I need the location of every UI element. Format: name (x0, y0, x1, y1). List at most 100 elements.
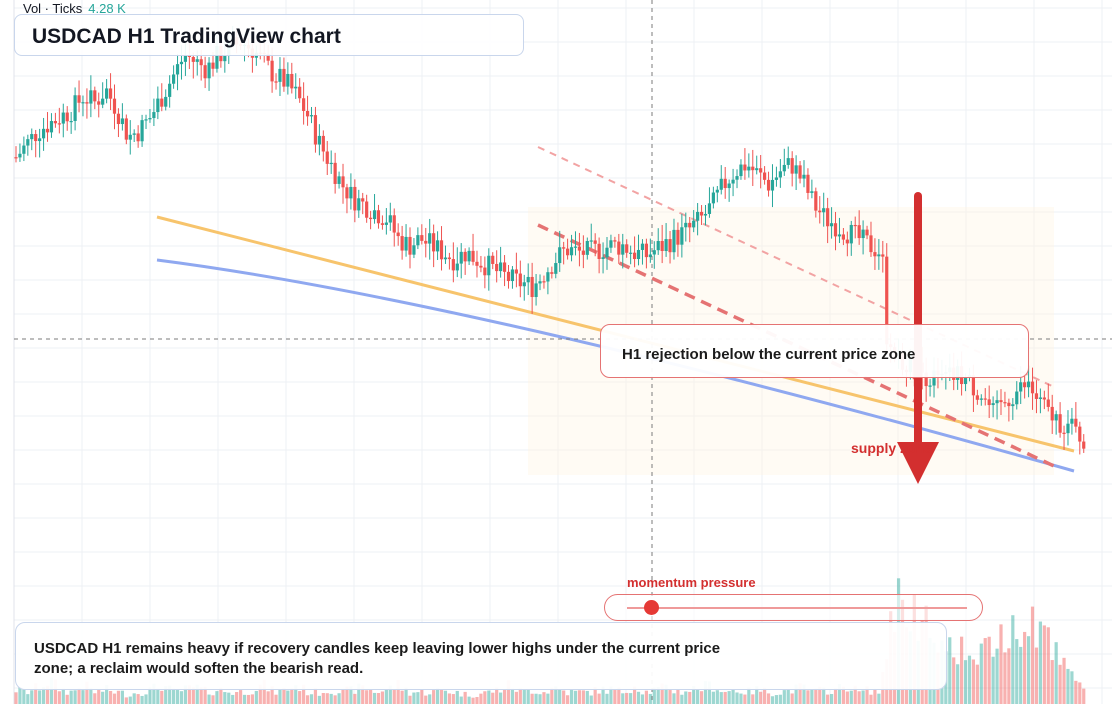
candle-body (81, 102, 85, 104)
candle-body (345, 187, 349, 199)
candle-body (707, 203, 712, 214)
candle-body (215, 45, 219, 69)
candle-body (963, 377, 968, 385)
volume-bar (266, 691, 270, 704)
candle-body (636, 249, 641, 260)
momentum-slider[interactable] (604, 594, 983, 621)
candle-body (865, 229, 869, 236)
channel-lower-line (537, 223, 1055, 468)
volume-bar (558, 689, 562, 704)
candle-body (357, 198, 361, 211)
volume-bar (1050, 660, 1054, 704)
candle-body (763, 172, 767, 180)
candle-body (526, 276, 530, 283)
volume-bar (763, 687, 767, 704)
candle-body (329, 162, 333, 165)
volume-bar (207, 694, 211, 704)
candle-body (514, 269, 518, 274)
candle-body (1030, 381, 1035, 394)
candle-body (1050, 406, 1054, 421)
volume-bar (203, 686, 207, 704)
volume-bar (26, 694, 30, 704)
candle-body (857, 225, 861, 239)
volume-bar (258, 684, 262, 704)
volume-bar (983, 638, 987, 704)
volume-bar (191, 687, 195, 704)
candle-body (30, 134, 34, 140)
candle-body (136, 133, 140, 142)
candle-body (1054, 414, 1058, 421)
momentum-knob[interactable] (643, 600, 659, 615)
volume-bar (1007, 648, 1011, 704)
candle-body (664, 239, 668, 252)
volume-bar (1003, 652, 1007, 704)
candle-body (475, 261, 479, 266)
candle-body (112, 98, 117, 114)
volume-bar (136, 694, 140, 704)
volume-bar (341, 688, 345, 704)
volume-bar (361, 685, 365, 704)
volume-bar (38, 690, 42, 704)
volume-bar (57, 691, 61, 704)
volume-bar (41, 687, 46, 704)
volume-label: Vol · Ticks (23, 1, 83, 16)
volume-bar (609, 686, 613, 704)
candle-body (987, 399, 991, 406)
volume-bar (365, 690, 369, 704)
volume-bar (676, 689, 680, 704)
volume-bar (1074, 680, 1078, 704)
volume-bar (349, 686, 353, 704)
volume-bar (526, 689, 530, 704)
volume-bar (108, 690, 113, 704)
volume-bar (562, 690, 566, 704)
candle-body (822, 208, 826, 213)
candle-body (211, 62, 215, 69)
volume-bar (810, 688, 814, 704)
candle-body (881, 254, 885, 257)
candle-body (975, 395, 979, 400)
candle-body (924, 372, 928, 387)
volume-bar (105, 684, 109, 704)
volume-bar (660, 683, 664, 704)
volume-bar (617, 687, 621, 704)
volume-bar (1015, 639, 1019, 704)
volume-bar (766, 693, 771, 704)
volume-bar (89, 688, 93, 704)
candle-body (191, 57, 195, 62)
candle-body (313, 115, 318, 145)
candle-body (14, 157, 18, 159)
summary-text: USDCAD H1 remains heavy if recovery cand… (34, 640, 721, 677)
volume-bar (530, 693, 534, 704)
volume-bar (747, 687, 751, 704)
candle-body (684, 222, 688, 228)
candle-body (41, 128, 46, 139)
volume-bar (806, 690, 810, 704)
volume-bar (357, 683, 361, 704)
candle-body (369, 217, 373, 220)
volume-bar (593, 686, 597, 704)
volume-bar (569, 689, 574, 704)
candle-body (451, 259, 455, 271)
candle-body (270, 60, 274, 82)
volume-bar (49, 677, 54, 704)
volume-bar (376, 693, 381, 704)
candle-body (282, 68, 286, 87)
volume-bar (313, 688, 318, 704)
candle-body (853, 224, 857, 227)
volume-bar (65, 694, 69, 704)
volume-bar (723, 691, 727, 704)
volume-bar (703, 681, 708, 704)
candle-body (65, 112, 69, 122)
volume-bar (97, 689, 101, 704)
volume-legend: Vol · Ticks 4.28 K (23, 1, 126, 16)
bearish-arrow-head (897, 442, 939, 484)
volume-bar (408, 695, 412, 704)
volume-bar (144, 694, 148, 704)
candle-body (979, 398, 983, 400)
summary-card: USDCAD H1 remains heavy if recovery cand… (15, 622, 947, 690)
candle-body (613, 240, 617, 242)
volume-bar (325, 693, 329, 704)
volume-bar (333, 695, 337, 704)
candle-body (140, 120, 144, 142)
volume-bar (219, 687, 223, 704)
